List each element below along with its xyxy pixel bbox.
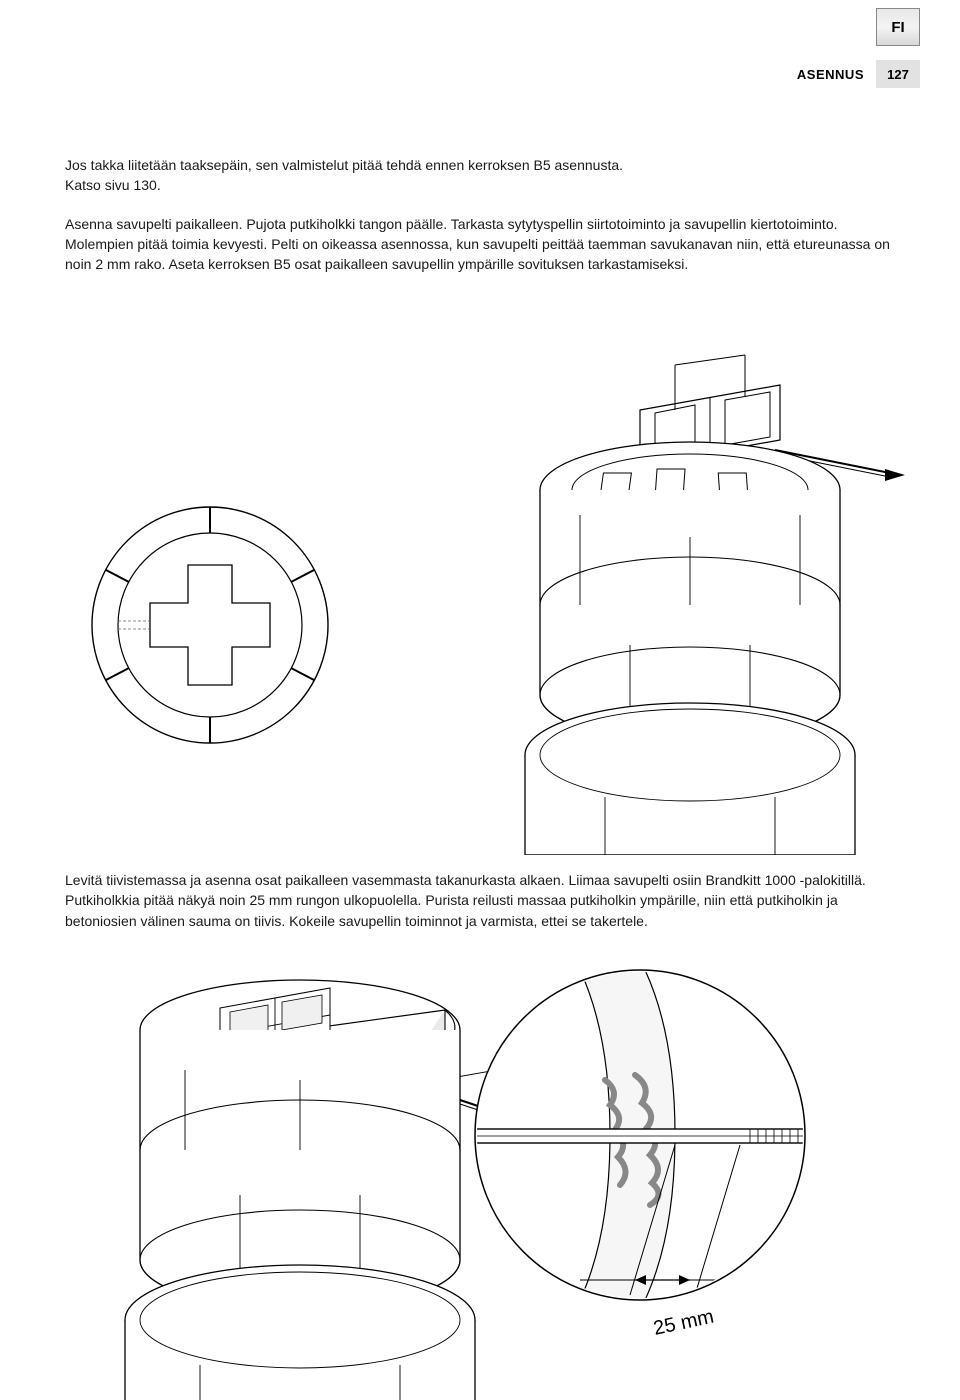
language-badge: FI (876, 8, 920, 46)
paragraph-intro-line1: Jos takka liitetään taaksepäin, sen valm… (65, 157, 623, 173)
paragraph-intro: Jos takka liitetään taaksepäin, sen valm… (65, 155, 895, 196)
paragraph-2: Asenna savupelti paikalleen. Pujota putk… (65, 214, 895, 275)
content-block-1: Jos takka liitetään taaksepäin, sen valm… (65, 155, 895, 292)
page-header: FI ASENNUS 127 (797, 0, 960, 88)
figure-1 (0, 315, 960, 855)
figure-2: 25 mm (0, 950, 960, 1400)
header-row: ASENNUS 127 (797, 60, 920, 88)
paragraph-3: Levitä tiivistemassa ja asenna osat paik… (65, 870, 895, 931)
paragraph-intro-line2: Katso sivu 130. (65, 177, 161, 193)
section-title: ASENNUS (797, 67, 864, 82)
dimension-label: 25 mm (651, 1306, 715, 1340)
content-block-2: Levitä tiivistemassa ja asenna osat paik… (65, 870, 895, 949)
page-number: 127 (876, 60, 920, 88)
